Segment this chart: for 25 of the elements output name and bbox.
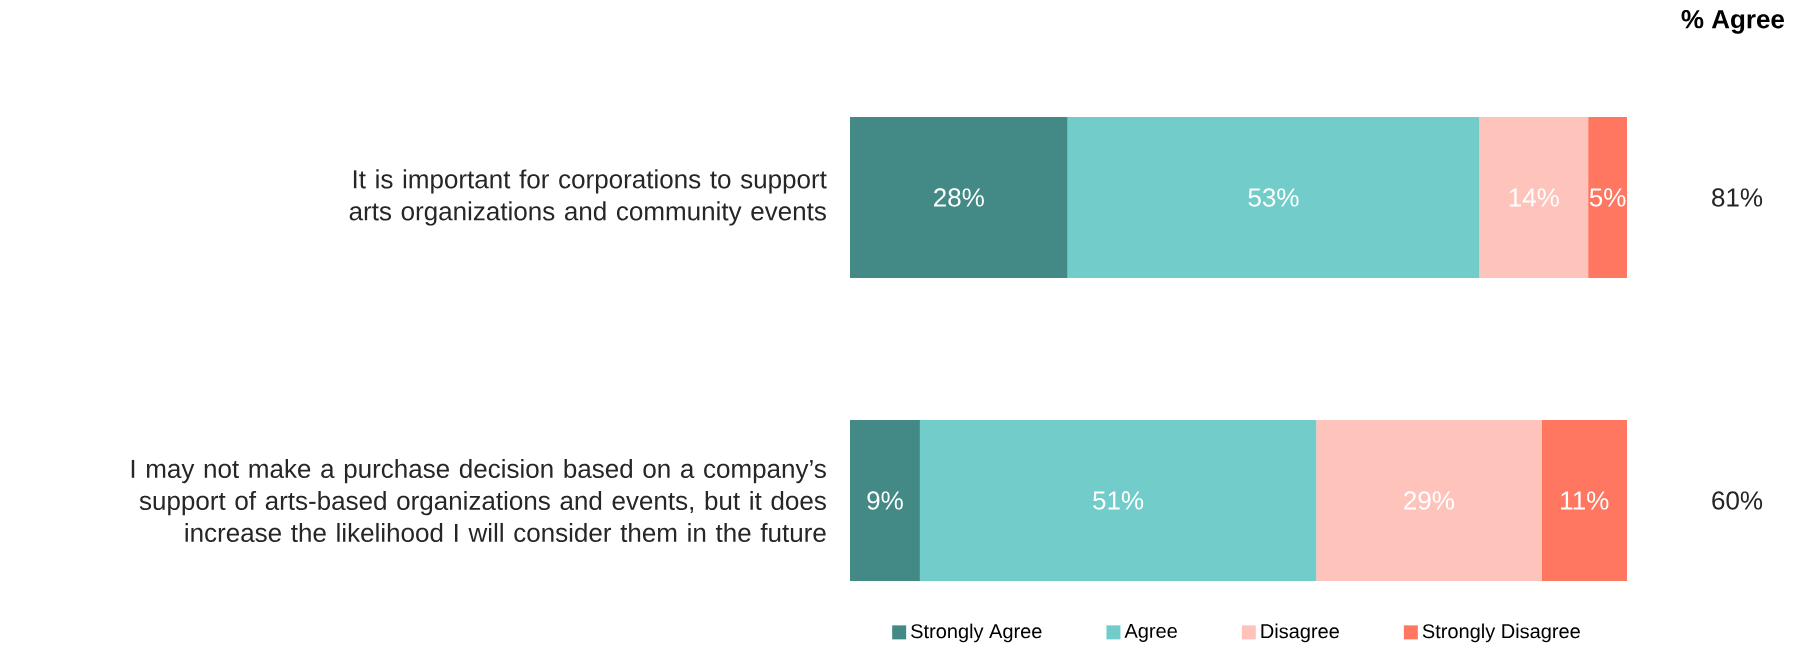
legend-label: Agree	[1124, 623, 1177, 642]
legend-label: Strongly Agree	[911, 623, 1042, 643]
data-label: 28%	[934, 188, 984, 207]
data-label: 5%	[1589, 188, 1626, 207]
data-label: 14%	[1509, 188, 1559, 207]
y-tick-label: It is important for corporations to support arts organizations and community events	[349, 169, 827, 226]
text: 81%	[1712, 188, 1763, 207]
bar	[1541, 420, 1627, 581]
legend-label: Strongly Disagree	[1422, 623, 1580, 643]
text: % Agree	[1681, 10, 1785, 34]
y-tick-label: I may not make a purchase decision based on a company’s support of arts-based organizations and events, but it does increase the likelihood I will consider them in the future	[131, 458, 826, 543]
data-label: 51%	[1093, 491, 1144, 510]
bar	[1067, 117, 1480, 278]
bar	[1479, 117, 1589, 278]
bar	[1316, 420, 1542, 581]
text: 60%	[1712, 491, 1763, 510]
data-label: 9%	[867, 491, 903, 510]
bar	[1588, 117, 1627, 278]
bar	[850, 420, 920, 581]
data-label: 53%	[1248, 188, 1299, 207]
legend-label: Disagree	[1261, 623, 1339, 643]
data-label: 11%	[1561, 491, 1609, 510]
data-label: 29%	[1404, 491, 1454, 510]
bar	[919, 420, 1317, 581]
bar	[850, 117, 1068, 278]
